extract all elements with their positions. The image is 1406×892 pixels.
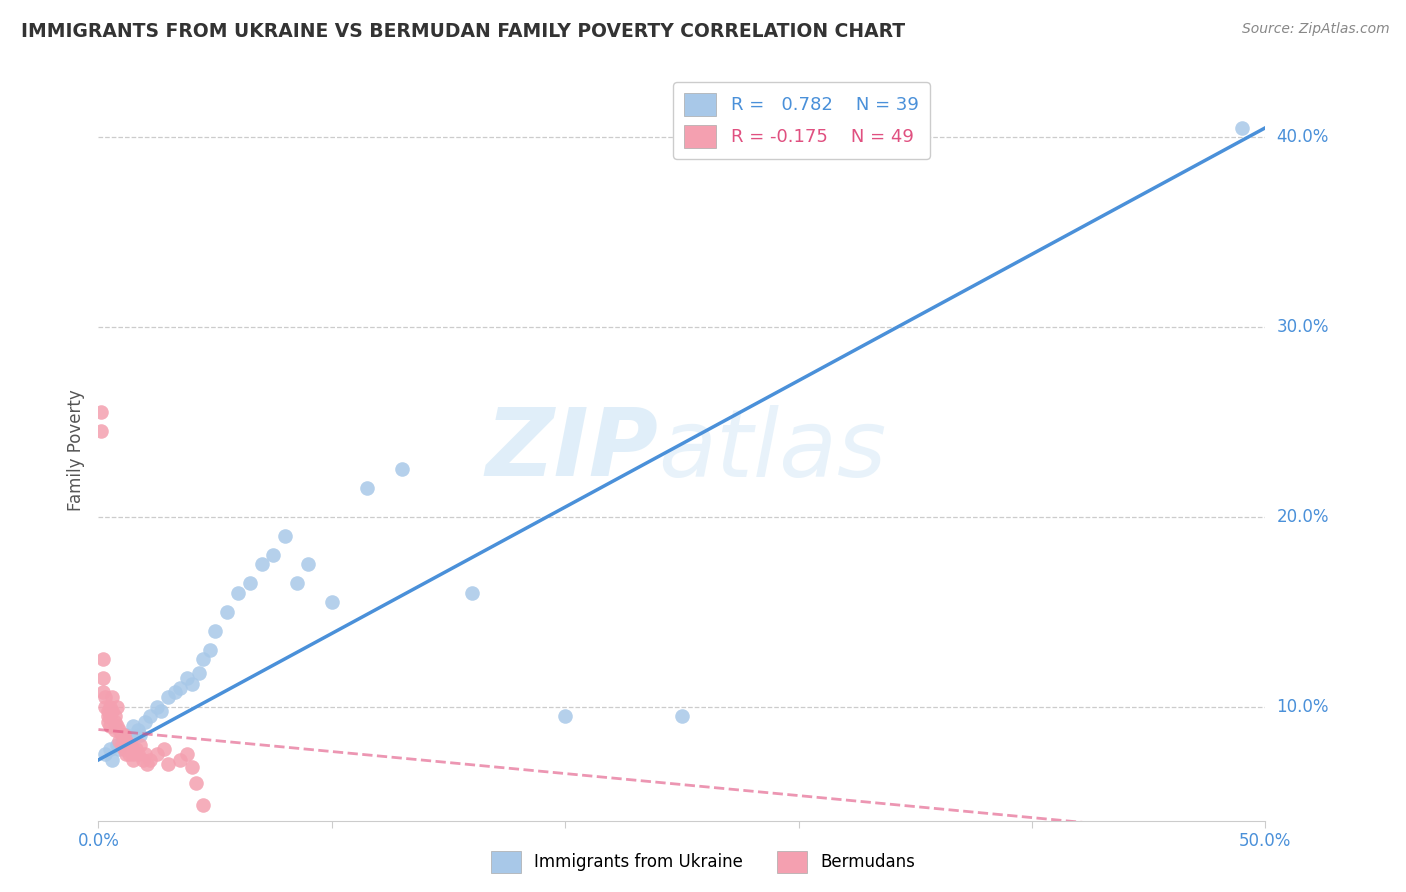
Point — [98, 719, 121, 733]
Point — [101, 704, 124, 718]
Point — [215, 605, 238, 619]
Point — [108, 741, 131, 756]
Y-axis label: Family Poverty: Family Poverty — [66, 390, 84, 511]
Point — [187, 665, 209, 680]
Point — [136, 756, 159, 771]
Point — [250, 558, 273, 572]
Point — [104, 723, 127, 737]
Text: ZIP: ZIP — [485, 404, 658, 497]
Point — [94, 690, 117, 705]
Point — [129, 728, 152, 742]
Text: 30.0%: 30.0% — [1277, 318, 1329, 336]
Point — [122, 747, 145, 762]
Point — [91, 684, 114, 698]
Point — [356, 482, 378, 496]
Point — [105, 738, 128, 752]
Point — [146, 747, 169, 762]
Text: Source: ZipAtlas.com: Source: ZipAtlas.com — [1241, 22, 1389, 37]
Point — [554, 709, 576, 723]
Point — [285, 576, 308, 591]
Point — [132, 753, 155, 767]
Point — [101, 690, 124, 705]
Point — [104, 709, 127, 723]
Point — [204, 624, 226, 638]
Point — [112, 728, 135, 742]
Point — [90, 425, 112, 439]
Point — [97, 704, 120, 718]
Point — [98, 699, 121, 714]
Point — [193, 652, 215, 666]
Point — [165, 684, 187, 698]
Point — [118, 747, 141, 762]
Point — [112, 741, 135, 756]
Point — [94, 699, 117, 714]
Point — [120, 738, 142, 752]
Point — [98, 709, 121, 723]
Point — [134, 747, 156, 762]
Point — [111, 728, 134, 742]
Point — [461, 586, 484, 600]
Point — [91, 671, 114, 685]
Point — [125, 741, 148, 756]
Point — [105, 699, 128, 714]
Point — [97, 714, 120, 729]
Point — [115, 734, 138, 748]
Point — [169, 753, 191, 767]
Point — [150, 704, 173, 718]
Point — [157, 690, 180, 705]
Text: 40.0%: 40.0% — [1277, 128, 1329, 146]
Point — [671, 709, 693, 723]
Point — [105, 719, 128, 733]
Point — [127, 747, 149, 762]
Text: 20.0%: 20.0% — [1277, 508, 1329, 526]
Point — [129, 738, 152, 752]
Point — [169, 681, 191, 695]
Point — [391, 462, 413, 476]
Point — [146, 699, 169, 714]
Point — [118, 738, 141, 752]
Point — [297, 558, 319, 572]
Point — [1230, 120, 1253, 135]
Text: atlas: atlas — [658, 405, 887, 496]
Point — [152, 741, 174, 756]
Point — [97, 709, 120, 723]
Point — [176, 747, 198, 762]
Point — [186, 775, 208, 789]
Point — [108, 734, 131, 748]
Text: 10.0%: 10.0% — [1277, 698, 1329, 715]
Point — [115, 728, 138, 742]
Point — [321, 595, 343, 609]
Point — [127, 723, 149, 737]
Point — [122, 753, 145, 767]
Point — [139, 753, 162, 767]
Point — [180, 760, 202, 774]
Point — [193, 798, 215, 813]
Point — [104, 714, 127, 729]
Text: IMMIGRANTS FROM UKRAINE VS BERMUDAN FAMILY POVERTY CORRELATION CHART: IMMIGRANTS FROM UKRAINE VS BERMUDAN FAMI… — [21, 22, 905, 41]
Point — [90, 405, 112, 419]
Point — [111, 738, 134, 752]
Point — [176, 671, 198, 685]
Point — [120, 741, 142, 756]
Point — [200, 642, 222, 657]
Legend: R =   0.782    N = 39, R = -0.175    N = 49: R = 0.782 N = 39, R = -0.175 N = 49 — [673, 82, 929, 159]
Point — [108, 723, 131, 737]
Point — [101, 753, 124, 767]
Point — [228, 586, 250, 600]
Point — [157, 756, 180, 771]
Point — [91, 652, 114, 666]
Point — [111, 734, 134, 748]
Point — [115, 747, 138, 762]
Point — [122, 719, 145, 733]
Point — [180, 677, 202, 691]
Point — [94, 747, 117, 762]
Point — [274, 529, 297, 543]
Point — [139, 709, 162, 723]
Point — [262, 548, 284, 562]
Point — [134, 714, 156, 729]
Point — [98, 741, 121, 756]
Legend: Immigrants from Ukraine, Bermudans: Immigrants from Ukraine, Bermudans — [485, 845, 921, 880]
Point — [239, 576, 262, 591]
Point — [118, 731, 141, 746]
